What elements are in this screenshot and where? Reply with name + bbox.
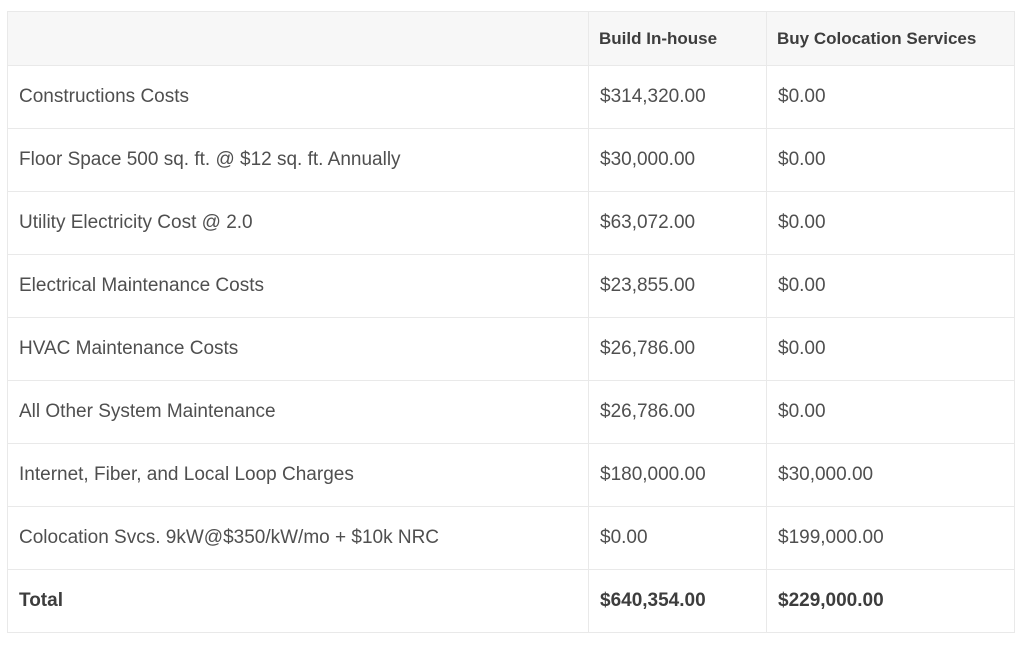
row-label-cell: Colocation Svcs. 9kW@$350/kW/mo + $10k N…: [7, 506, 589, 570]
row-label-cell: All Other System Maintenance: [7, 380, 589, 444]
buy-colocation-cell: $0.00: [766, 191, 1015, 255]
row-label-cell: Total: [7, 569, 589, 633]
buy-colocation-cell: $0.00: [766, 128, 1015, 192]
buy-colocation-cell: $0.00: [766, 65, 1015, 129]
row-label-cell: Floor Space 500 sq. ft. @ $12 sq. ft. An…: [7, 128, 589, 192]
table-row: Constructions Costs $314,320.00 $0.00: [7, 65, 1015, 129]
buy-colocation-cell: $199,000.00: [766, 506, 1015, 570]
cost-comparison-table: Build In-house Buy Colocation Services C…: [7, 11, 1015, 633]
build-in-house-cell: $180,000.00: [588, 443, 767, 507]
build-in-house-cell: $23,855.00: [588, 254, 767, 318]
table-row: HVAC Maintenance Costs $26,786.00 $0.00: [7, 317, 1015, 381]
build-in-house-cell: $30,000.00: [588, 128, 767, 192]
build-in-house-cell: $640,354.00: [588, 569, 767, 633]
buy-colocation-cell: $0.00: [766, 254, 1015, 318]
table-row: Floor Space 500 sq. ft. @ $12 sq. ft. An…: [7, 128, 1015, 192]
row-label-cell: Internet, Fiber, and Local Loop Charges: [7, 443, 589, 507]
table-header: Build In-house Buy Colocation Services: [7, 11, 1015, 66]
buy-colocation-cell: $0.00: [766, 317, 1015, 381]
column-header-item: [7, 11, 589, 66]
table-row: Electrical Maintenance Costs $23,855.00 $0…: [7, 254, 1015, 318]
row-label-cell: Utility Electricity Cost @ 2.0: [7, 191, 589, 255]
build-in-house-cell: $63,072.00: [588, 191, 767, 255]
build-in-house-cell: $26,786.00: [588, 380, 767, 444]
buy-colocation-cell: $229,000.00: [766, 569, 1015, 633]
table-row: Utility Electricity Cost @ 2.0 $63,072.00…: [7, 191, 1015, 255]
row-label-cell: HVAC Maintenance Costs: [7, 317, 589, 381]
table-row: Colocation Svcs. 9kW@$350/kW/mo + $10k N…: [7, 506, 1015, 570]
header-row: Build In-house Buy Colocation Services: [7, 11, 1015, 66]
build-in-house-cell: $26,786.00: [588, 317, 767, 381]
row-label-cell: Constructions Costs: [7, 65, 589, 129]
buy-colocation-cell: $30,000.00: [766, 443, 1015, 507]
table-body: Constructions Costs $314,320.00 $0.00 Floor…: [7, 65, 1015, 633]
table-row: All Other System Maintenance $26,786.00 $0…: [7, 380, 1015, 444]
column-header-build-in-house: Build In-house: [588, 11, 767, 66]
build-in-house-cell: $0.00: [588, 506, 767, 570]
build-in-house-cell: $314,320.00: [588, 65, 767, 129]
total-row: Total $640,354.00 $229,000.00: [7, 569, 1015, 633]
column-header-buy-colocation: Buy Colocation Services: [766, 11, 1015, 66]
buy-colocation-cell: $0.00: [766, 380, 1015, 444]
table-row: Internet, Fiber, and Local Loop Charges $…: [7, 443, 1015, 507]
row-label-cell: Electrical Maintenance Costs: [7, 254, 589, 318]
